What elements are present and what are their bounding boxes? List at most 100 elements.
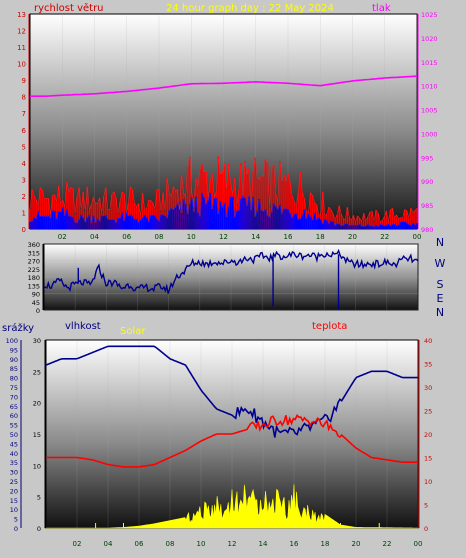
rain-tick-label: 80 <box>10 375 18 383</box>
humidity-tick-label: 30 <box>33 337 41 345</box>
rain-x-tick-label: 00 <box>414 540 423 548</box>
compass-label: S <box>437 278 444 291</box>
direction-tick-label: 270 <box>28 258 40 266</box>
wind-x-tick-label: 20 <box>348 233 357 241</box>
wind-x-tick-label: 18 <box>316 233 325 241</box>
wind-speed-axis-title: rychlost větru <box>34 2 104 14</box>
wind-x-tick-label: 10 <box>187 233 196 241</box>
rain-x-tick-label: 20 <box>352 540 361 548</box>
wind-pressure-plot-area <box>29 13 418 230</box>
temperature-tick-label: 20 <box>424 431 432 439</box>
rain-tick-label: 20 <box>10 487 18 495</box>
rain-x-tick-label: 22 <box>383 540 392 548</box>
direction-tick-label: 90 <box>32 291 40 299</box>
pressure-tick-label: 1015 <box>421 59 438 67</box>
humidity-line <box>45 345 418 438</box>
rain-tick-label: 65 <box>10 403 18 411</box>
rain-tick-label: 15 <box>10 497 18 505</box>
pressure-tick-label: 1025 <box>421 11 438 19</box>
temperature-tick-label: 35 <box>424 361 432 369</box>
compass-label: N <box>436 306 444 319</box>
temperature-tick-label: 0 <box>424 525 428 533</box>
rain-tick-label: 50 <box>10 431 18 439</box>
rain-x-tick-label: 06 <box>135 540 144 548</box>
direction-tick-label: 135 <box>28 282 40 290</box>
pressure-tick-label: 990 <box>421 178 433 186</box>
pressure-tick-label: 1005 <box>421 107 438 115</box>
rain-tick-label: 55 <box>10 422 18 430</box>
rain-x-tick-label: 10 <box>197 540 206 548</box>
rain-tick-label: 45 <box>10 440 18 448</box>
rain-x-tick-label: 16 <box>290 540 299 548</box>
wind-speed-tick-label: 7 <box>22 110 26 118</box>
pressure-tick-label: 985 <box>421 202 433 210</box>
rain-tick-label: 90 <box>10 356 18 364</box>
wind-x-tick-label: 06 <box>122 233 131 241</box>
chart-title: 24 hour graph day : 22 May 2024 <box>166 3 334 14</box>
rain-tick-label: 5 <box>14 516 18 524</box>
wind-speed-tick-label: 0 <box>22 226 26 234</box>
wind-x-tick-label: 04 <box>90 233 99 241</box>
wind-x-tick-label: 08 <box>155 233 164 241</box>
rain-tick-label: 70 <box>10 393 18 401</box>
rain-tick-label: 25 <box>10 478 18 486</box>
wind-speed-tick-label: 10 <box>17 61 26 69</box>
wind-speed-tick-label: 9 <box>22 77 26 85</box>
humidity-tick-label: 15 <box>33 431 41 439</box>
humidity-tick-label: 20 <box>33 400 41 408</box>
temperature-tick-label: 15 <box>424 455 432 463</box>
pressure-line <box>30 75 418 97</box>
wind-speed-tick-label: 8 <box>22 94 26 102</box>
compass-label: W <box>435 257 446 270</box>
temperature-tick-label: 40 <box>424 337 432 345</box>
humidity-tick-label: 10 <box>33 462 41 470</box>
solar-axis-title: Solar <box>120 326 146 337</box>
rain-tick-label: 60 <box>10 412 18 420</box>
rain-tick-label: 100 <box>6 337 18 345</box>
wind-speed-tick-label: 6 <box>22 127 27 135</box>
humidity-tick-label: 5 <box>37 494 41 502</box>
rain-tick-label: 75 <box>10 384 18 392</box>
temperature-line <box>46 414 418 468</box>
direction-tick-label: 360 <box>28 241 40 249</box>
wind-speed-tick-label: 1 <box>22 209 26 217</box>
wind-speed-tick-label: 4 <box>22 160 27 168</box>
pressure-tick-label: 980 <box>421 226 433 234</box>
direction-tick-label: 315 <box>28 249 40 257</box>
rain-x-tick-label: 14 <box>259 540 268 548</box>
temperature-tick-label: 25 <box>424 408 432 416</box>
wind-direction-plot-area <box>43 243 419 311</box>
wind-avg-line <box>29 192 418 228</box>
humidity-tick-label: 25 <box>33 368 41 376</box>
rain-x-tick-label: 18 <box>321 540 330 548</box>
pressure-axis-title: tlak <box>372 3 391 14</box>
wind-speed-tick-label: 3 <box>22 176 26 184</box>
rain-tick-label: 10 <box>10 506 18 514</box>
rain-x-tick-label: 12 <box>228 540 237 548</box>
direction-tick-label: 225 <box>28 266 40 274</box>
rain-tick-label: 0 <box>14 525 18 533</box>
rain-tick-label: 35 <box>10 459 18 467</box>
wind-speed-tick-label: 12 <box>17 28 26 36</box>
temperature-axis-title: teplota <box>312 321 347 332</box>
direction-tick-label: 180 <box>28 274 40 282</box>
solar-area <box>46 484 418 529</box>
humidity-tick-label: 0 <box>37 525 41 533</box>
temperature-tick-label: 5 <box>424 502 428 510</box>
humidity-axis-title: vlhkost <box>65 321 101 332</box>
compass-label: N <box>436 236 444 249</box>
wind-x-tick-label: 02 <box>58 233 67 241</box>
wind-x-tick-label: 22 <box>380 233 389 241</box>
compass-label: E <box>437 292 444 305</box>
rain-humidity-chart: 02 04 06 08 10 12 14 16 18 20 22 000510152025303540… <box>6 337 433 548</box>
wind-x-tick-label: 14 <box>251 233 260 241</box>
wind-x-tick-label: 12 <box>219 233 228 241</box>
temperature-tick-label: 10 <box>424 478 432 486</box>
temperature-tick-label: 30 <box>424 384 432 392</box>
wind-x-tick-label: 16 <box>284 233 293 241</box>
wind-speed-tick-label: 5 <box>22 143 26 151</box>
rain-x-tick-label: 02 <box>73 540 82 548</box>
